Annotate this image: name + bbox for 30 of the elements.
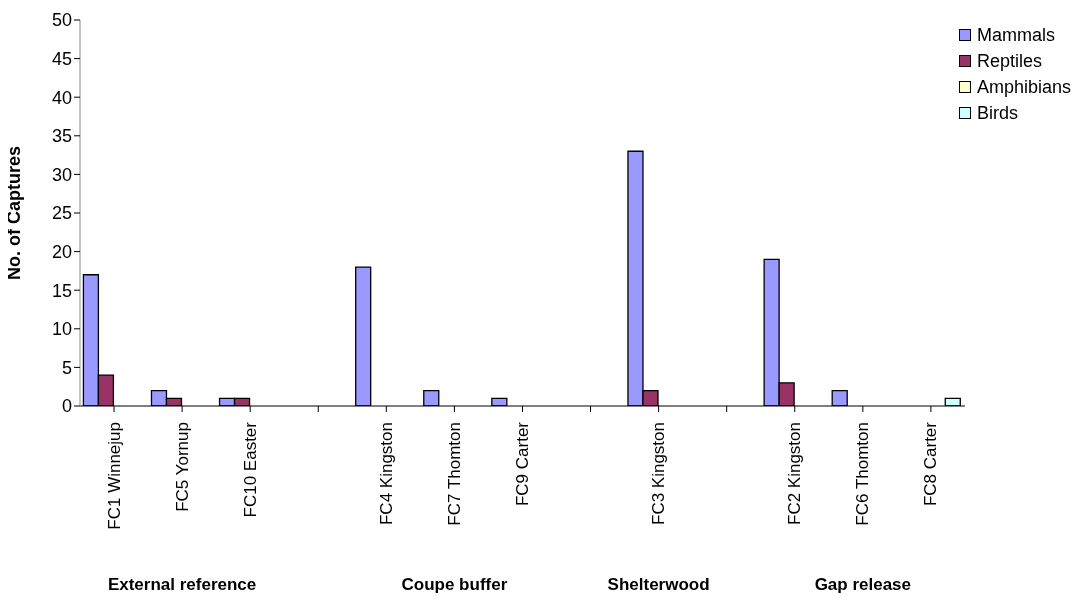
text: Shelterwood <box>607 575 710 594</box>
y-tick-label: 10 <box>51 319 72 340</box>
y-tick-label: 25 <box>51 203 72 224</box>
x-tick-label: FC1 Winnejup <box>104 422 124 530</box>
y-tick-label: 40 <box>51 87 72 108</box>
x-tick-label: FC10 Easter <box>240 421 260 518</box>
y-axis-title: No. of Captures <box>4 145 25 281</box>
x-tick-label: FC7 Thomton <box>444 422 464 526</box>
legend-label: Birds <box>976 102 1018 125</box>
x-tick-label: FC9 Carter <box>512 421 532 507</box>
text: External reference <box>107 575 257 594</box>
x-tick-label: FC8 Carter <box>921 421 941 507</box>
y-tick-label: 35 <box>51 126 72 147</box>
y-tick-label: 15 <box>51 280 72 301</box>
legend-label: Reptiles <box>976 50 1042 73</box>
y-tick-label: 0 <box>61 396 72 417</box>
x-tick-label: FC3 Kingston <box>649 422 669 525</box>
x-tick-label: FC5 Yornup <box>172 422 192 512</box>
y-tick-label: 50 <box>51 10 72 31</box>
legend-label: Mammals <box>976 24 1055 47</box>
legend-label: Amphibians <box>976 76 1071 99</box>
x-tick-label: FC4 Kingston <box>376 422 396 525</box>
y-tick-label: 30 <box>51 164 72 185</box>
y-tick-label: 45 <box>51 48 72 69</box>
x-tick-label: FC2 Kingston <box>785 422 805 525</box>
x-tick-label: FC6 Thomton <box>853 422 873 526</box>
text: Gap release <box>814 575 912 594</box>
text: Coupe buffer <box>401 575 508 594</box>
y-tick-label: 20 <box>51 241 72 262</box>
y-tick-label: 5 <box>61 357 72 378</box>
